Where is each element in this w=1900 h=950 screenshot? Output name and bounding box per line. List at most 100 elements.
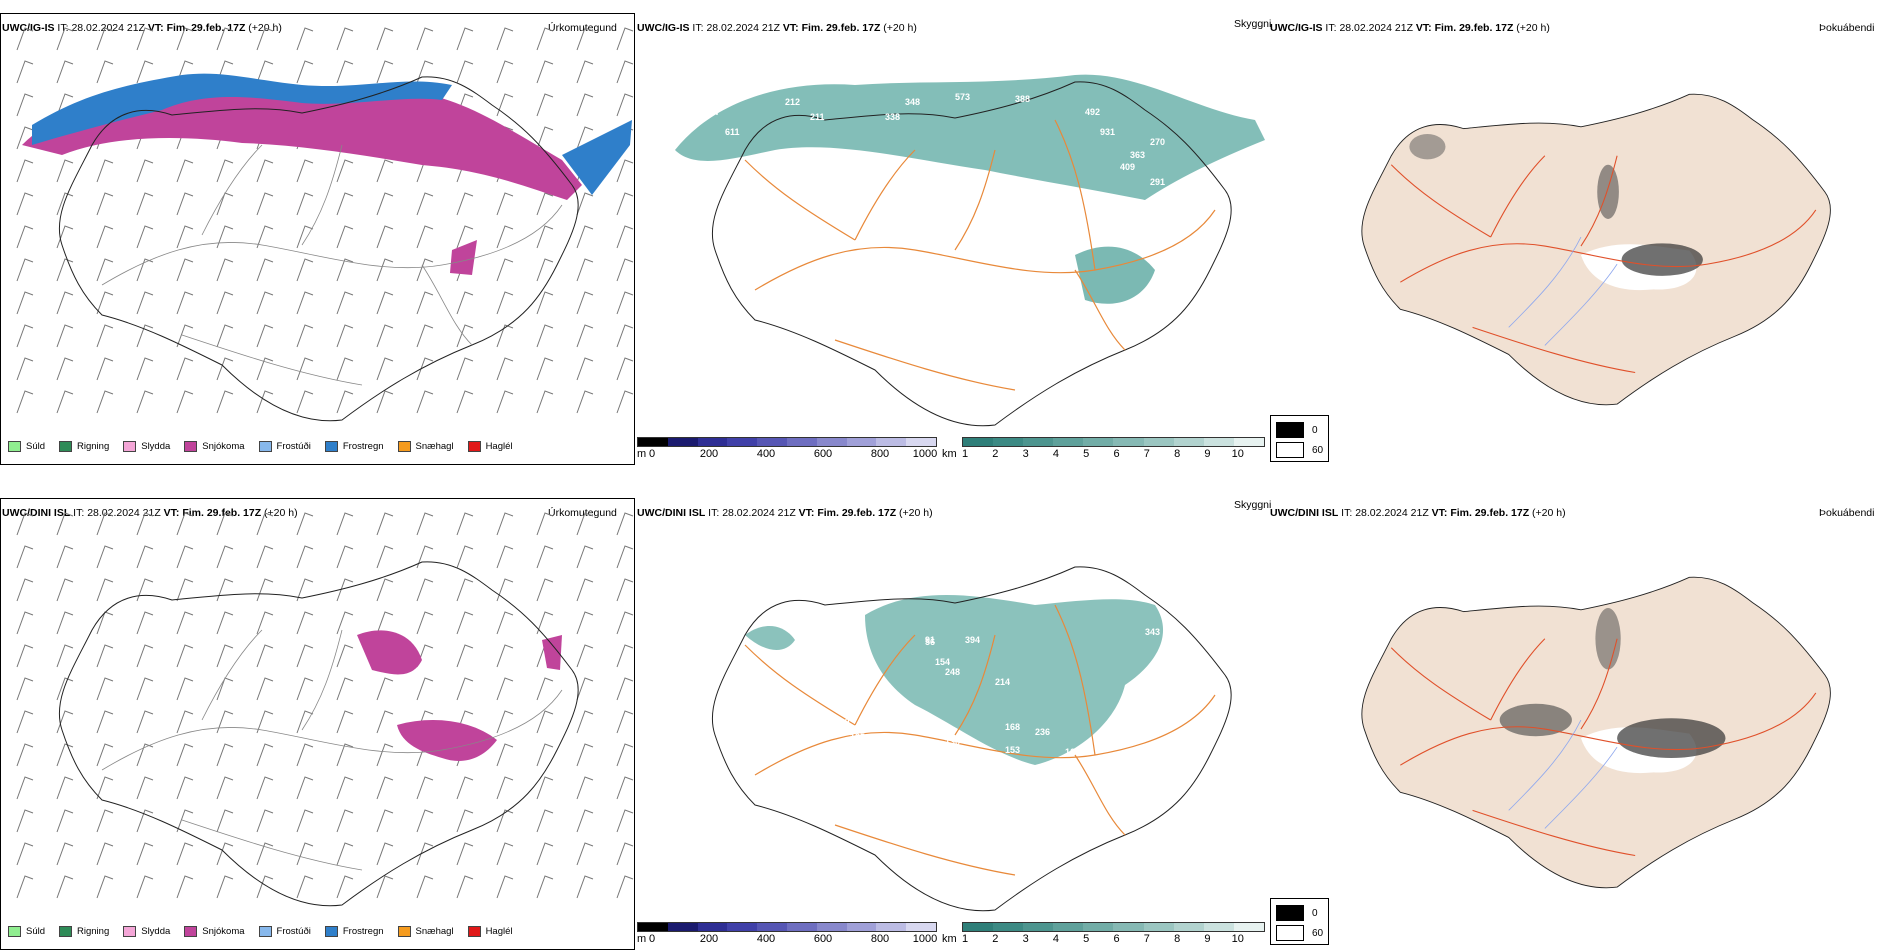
wind-barb: [416, 258, 434, 282]
wind-barb: [376, 258, 394, 282]
wind-barb: [496, 93, 514, 117]
visibility-value: 248: [945, 667, 960, 677]
wind-barb: [256, 27, 274, 51]
wind-barb: [256, 710, 274, 734]
wind-barb: [616, 809, 634, 833]
wind-barb: [296, 578, 314, 602]
visibility-value: 363: [1130, 150, 1145, 160]
wind-barb: [56, 159, 74, 183]
wind-barb: [296, 192, 314, 216]
cbar-tick: 7: [1143, 448, 1150, 460]
wind-barb: [16, 27, 34, 51]
wind-barb: [336, 545, 354, 569]
wind-barb: [336, 291, 354, 315]
wind-barb: [616, 60, 634, 84]
wind-barb: [376, 611, 394, 635]
wind-barb: [416, 512, 434, 536]
visibility-value: 416: [725, 87, 740, 97]
wind-barb: [296, 743, 314, 767]
wind-barb: [336, 192, 354, 216]
wind-barb: [56, 743, 74, 767]
iceland-outline: [711, 81, 1232, 427]
wind-barb: [536, 225, 554, 249]
wind-barb: [416, 776, 434, 800]
wind-barb: [56, 60, 74, 84]
wind-barb: [416, 27, 434, 51]
wind-barb: [416, 60, 434, 84]
fog-dark-patch: [1621, 243, 1703, 276]
wind-barb: [136, 357, 154, 381]
wind-barb: [616, 644, 634, 668]
wind-barb: [456, 842, 474, 866]
colorbar-m-cells: [637, 922, 937, 932]
wind-barb: [56, 225, 74, 249]
wind-barb: [336, 710, 354, 734]
wind-barb: [136, 258, 154, 282]
wind-barb: [536, 390, 554, 414]
precip-legend-row2: Súld Rigning Slydda Snjókoma Frostúði Fr…: [8, 926, 527, 937]
wind-barb: [576, 545, 594, 569]
wind-barb: [416, 809, 434, 833]
wind-barb: [496, 225, 514, 249]
wind-barb: [256, 512, 274, 536]
cbar-tick: 1000: [912, 933, 938, 945]
wind-barb: [16, 809, 34, 833]
wind-barb: [536, 677, 554, 701]
cbar-cell: [1053, 438, 1084, 446]
wind-barb: [136, 644, 154, 668]
legend-swatch: [397, 441, 411, 452]
wind-barb: [376, 842, 394, 866]
wind-barb: [136, 27, 154, 51]
wind-barb: [536, 743, 554, 767]
visibility-value: 91: [925, 635, 935, 645]
wind-barb: [136, 710, 154, 734]
wind-barb: [336, 324, 354, 348]
coastline: [58, 561, 579, 907]
wind-barb: [496, 27, 514, 51]
wind-barb: [96, 710, 114, 734]
header-row2-p3: UWC/DINI ISL IT: 28.02.2024 21Z VT: Fim.…: [1270, 507, 1566, 519]
wind-barb: [456, 644, 474, 668]
colorbar-m-row2: 0 200 400 600 800 1000: [637, 922, 937, 945]
fog-swatch: [1276, 905, 1304, 921]
wind-barb: [536, 875, 554, 899]
wind-barb: [376, 809, 394, 833]
wind-barb: [256, 809, 274, 833]
visibility-value: 520: [1175, 190, 1190, 200]
wind-barb: [376, 60, 394, 84]
wind-barb: [216, 743, 234, 767]
wind-barb: [136, 324, 154, 348]
wind-barb: [56, 677, 74, 701]
wind-barb: [56, 291, 74, 315]
legend-item: Súld: [8, 441, 45, 452]
wind-barb: [456, 776, 474, 800]
visibility-value: 931: [1100, 127, 1115, 137]
wind-barb: [576, 324, 594, 348]
wind-barb: [136, 192, 154, 216]
wind-barb: [16, 644, 34, 668]
cbar-cell: [1203, 923, 1234, 931]
wind-barb: [576, 611, 594, 635]
wind-barb: [176, 644, 194, 668]
wind-barb: [576, 776, 594, 800]
cbar-tick: 9: [1204, 933, 1211, 945]
wind-barb: [576, 875, 594, 899]
wind-barb: [96, 159, 114, 183]
fog-swatch: [1276, 925, 1304, 941]
wind-barb: [216, 324, 234, 348]
cbar-cell: [757, 438, 787, 446]
wind-barb: [96, 258, 114, 282]
wind-barb: [616, 390, 634, 414]
visibility-value: 637: [705, 107, 720, 117]
cbar-cell: [1143, 923, 1174, 931]
visibility-value: 93: [785, 742, 795, 752]
wind-barb: [376, 578, 394, 602]
visibility-value: 78: [1165, 647, 1175, 657]
wind-barb: [176, 611, 194, 635]
wind-barb: [96, 357, 114, 381]
wind-barb: [616, 545, 634, 569]
wind-barb: [136, 291, 154, 315]
wind-barb: [496, 545, 514, 569]
